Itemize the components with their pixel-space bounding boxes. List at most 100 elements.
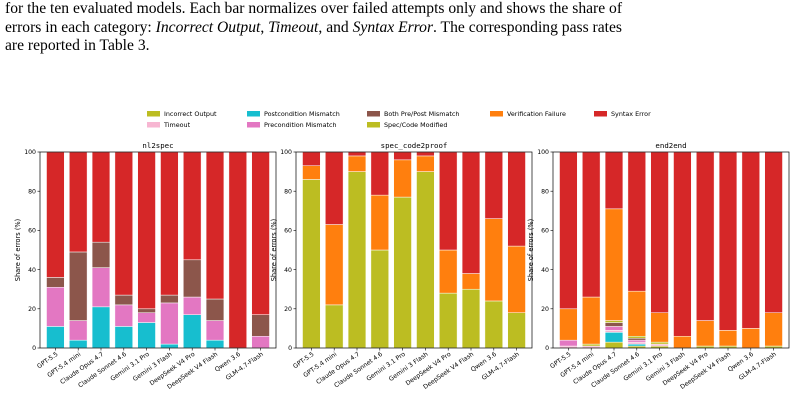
spec-code2proof-bar-claude-sonnet-4-6-syntax-error [370, 151, 389, 196]
nl2spec-bar-claude-opus-4-7-both-mismatch [91, 241, 111, 268]
end2end-ytick-label: 0 [545, 345, 549, 352]
legend-swatch-both-mismatch [367, 111, 380, 117]
nl2spec-panel-title: nl2spec [142, 141, 173, 150]
legend-swatch-postcondition-mismatch [247, 111, 260, 117]
end2end-bar-deepseek-v4-pro-syntax-error [696, 151, 715, 321]
spec-code2proof-panel-title: spec_code2proof [381, 141, 448, 150]
caption-line-1: for the ten evaluated models. Each bar n… [5, 0, 623, 17]
spec-code2proof-ytick-label: 60 [284, 228, 292, 235]
legend-swatch-incorrect-output [147, 111, 160, 117]
end2end-bar-claude-sonnet-4-6-timeout [627, 341, 646, 345]
end2end-bar-qwen-3-6-syntax-error [741, 151, 760, 329]
nl2spec-bar-gemini-3-1-pro-both-mismatch [137, 308, 156, 313]
nl2spec-bar-claude-opus-4-7-precondition-mismatch [91, 267, 111, 308]
legend-label-incorrect-output: Incorrect Output [164, 110, 217, 118]
nl2spec-bar-gemini-3-flash-both-mismatch [160, 294, 179, 304]
end2end-bar-claude-sonnet-4-6-both-mismatch [627, 337, 646, 341]
nl2spec-bar-gpt-5-4-mini-syntax-error [69, 151, 88, 253]
spec-code2proof-bar-gemini-3-flash-verification-failure [416, 155, 435, 172]
figure-caption: for the ten evaluated models. Each bar n… [5, 0, 800, 56]
end2end-bar-deepseek-v4-flash-verification-failure [718, 330, 738, 347]
end2end-bar-gpt-5-4-mini-syntax-error [582, 151, 601, 298]
spec-code2proof-bar-deepseek-v4-pro-syntax-error [439, 151, 458, 251]
nl2spec-bar-qwen-3-6-syntax-error [228, 151, 247, 349]
end2end-bar-glm-4-7-flash-syntax-error [764, 151, 783, 313]
nl2spec-bar-deepseek-v4-pro-syntax-error [183, 151, 202, 261]
caption-line-2: errors in each category: Incorrect Outpu… [5, 19, 800, 38]
end2end-bar-claude-opus-4-7-syntax-error [604, 151, 624, 210]
nl2spec-bar-gpt-5-5-precondition-mismatch [46, 286, 65, 327]
nl2spec-bar-gemini-3-1-pro-precondition-mismatch [137, 312, 156, 323]
end2end-bar-claude-sonnet-4-6-postcondition-mismatch [627, 343, 646, 347]
end2end-bar-gemini-3-flash-syntax-error [673, 151, 692, 337]
spec-code2proof-bar-gpt-5-5-verification-failure [302, 165, 321, 180]
spec-code2proof-bar-deepseek-v4-pro-verification-failure [439, 249, 458, 294]
spec-code2proof-bar-deepseek-v4-flash-syntax-error [461, 151, 481, 274]
nl2spec-bar-gpt-5-5-syntax-error [46, 151, 65, 278]
spec-code2proof-bar-gemini-3-flash-syntax-error [416, 151, 435, 157]
end2end-bar-glm-4-7-flash-verification-failure [764, 312, 783, 347]
spec-code2proof-bar-claude-opus-4-7-syntax-error [347, 151, 367, 157]
end2end-ytick-label: 60 [541, 228, 549, 235]
nl2spec-bar-claude-sonnet-4-6-both-mismatch [114, 294, 133, 306]
end2end-bar-gemini-3-1-pro-spec-code-modified [650, 341, 669, 345]
end2end-bar-claude-opus-4-7-precondition-mismatch [604, 326, 624, 331]
end2end-bar-gemini-3-flash-verification-failure [673, 335, 692, 349]
end2end-bar-gemini-3-1-pro-timeout [650, 343, 669, 347]
spec-code2proof-ytick-label: 40 [284, 267, 292, 274]
end2end-ytick-label: 80 [541, 188, 549, 195]
spec-code2proof-ytick-label: 0 [288, 345, 292, 352]
spec-code2proof-bar-gemini-3-1-pro-spec-code-modified [393, 196, 412, 349]
caption-line-3: are reported in Table 3. [5, 37, 150, 54]
legend-swatch-precondition-mismatch [247, 122, 260, 128]
end2end-bar-deepseek-v4-flash-syntax-error [718, 151, 738, 331]
legend-label-postcondition-mismatch: Postcondition Mismatch [264, 110, 340, 118]
nl2spec-bar-claude-sonnet-4-6-syntax-error [114, 151, 133, 296]
nl2spec-ytick-label: 20 [28, 306, 36, 313]
caption-category-timeout: Timeout [268, 18, 319, 36]
end2end-bar-claude-sonnet-4-6-syntax-error [627, 151, 646, 292]
spec-code2proof-bar-claude-sonnet-4-6-spec-code-modified [370, 249, 389, 349]
nl2spec-ytick-label: 100 [24, 149, 36, 156]
caption-category-syntax-error: Syntax Error [352, 18, 434, 36]
nl2spec-bar-gemini-3-flash-postcondition-mismatch [160, 343, 179, 349]
spec-code2proof-bar-gpt-5-5-spec-code-modified [302, 179, 321, 349]
end2end-bar-claude-sonnet-4-6-precondition-mismatch [627, 339, 646, 343]
end2end-bar-claude-sonnet-4-6-spec-code-modified [627, 335, 646, 339]
nl2spec-bar-deepseek-v4-flash-syntax-error [205, 151, 225, 300]
spec-code2proof-bar-deepseek-v4-flash-verification-failure [461, 273, 481, 290]
end2end-ytick-label: 40 [541, 267, 549, 274]
spec-code2proof-bar-qwen-3-6-syntax-error [484, 151, 503, 219]
nl2spec-bar-claude-sonnet-4-6-precondition-mismatch [114, 304, 133, 327]
nl2spec-bar-glm-4-7-flash-syntax-error [251, 151, 270, 315]
end2end-bar-qwen-3-6-verification-failure [741, 328, 760, 349]
spec-code2proof-bar-glm-4-7-flash-spec-code-modified [507, 312, 526, 349]
legend-label-syntax-error: Syntax Error [611, 110, 651, 118]
caption-text: , and [318, 18, 353, 36]
nl2spec-bar-gpt-5-4-mini-both-mismatch [69, 251, 88, 321]
end2end-bar-claude-opus-4-7-incorrect-output [604, 341, 624, 349]
nl2spec-ytick-label: 0 [32, 345, 36, 352]
nl2spec-bar-gpt-5-5-both-mismatch [46, 277, 65, 288]
legend-label-both-mismatch: Both Pre/Post Mismatch [384, 110, 459, 118]
end2end-bar-claude-opus-4-7-postcondition-mismatch [604, 332, 624, 343]
nl2spec-bar-gemini-3-1-pro-postcondition-mismatch [137, 322, 156, 349]
legend-swatch-spec-code-modified [367, 122, 380, 128]
end2end-ytick-label: 100 [537, 149, 549, 156]
nl2spec-bar-gpt-5-5-postcondition-mismatch [46, 326, 65, 349]
nl2spec-bar-gemini-3-flash-syntax-error [160, 151, 179, 296]
nl2spec-bar-glm-4-7-flash-precondition-mismatch [251, 335, 270, 349]
spec-code2proof-bar-gpt-5-4-mini-spec-code-modified [325, 304, 344, 349]
spec-code2proof-axes-frame [295, 151, 533, 349]
legend-label-timeout: Timeout [163, 121, 191, 129]
nl2spec-bar-gemini-3-1-pro-syntax-error [137, 151, 156, 310]
legend-swatch-verification-failure [490, 111, 503, 117]
spec-code2proof-bar-gemini-3-1-pro-syntax-error [393, 151, 412, 161]
end2end-bar-gpt-5-5-precondition-mismatch [559, 339, 578, 347]
caption-text: . The corresponding pass rates [433, 18, 622, 36]
nl2spec-bar-deepseek-v4-pro-precondition-mismatch [183, 296, 202, 315]
end2end-bar-gemini-3-1-pro-verification-failure [650, 312, 669, 343]
spec-code2proof-bar-glm-4-7-flash-syntax-error [507, 151, 526, 247]
nl2spec-bar-claude-sonnet-4-6-postcondition-mismatch [114, 326, 133, 349]
end2end-bar-gemini-3-1-pro-syntax-error [650, 151, 669, 313]
